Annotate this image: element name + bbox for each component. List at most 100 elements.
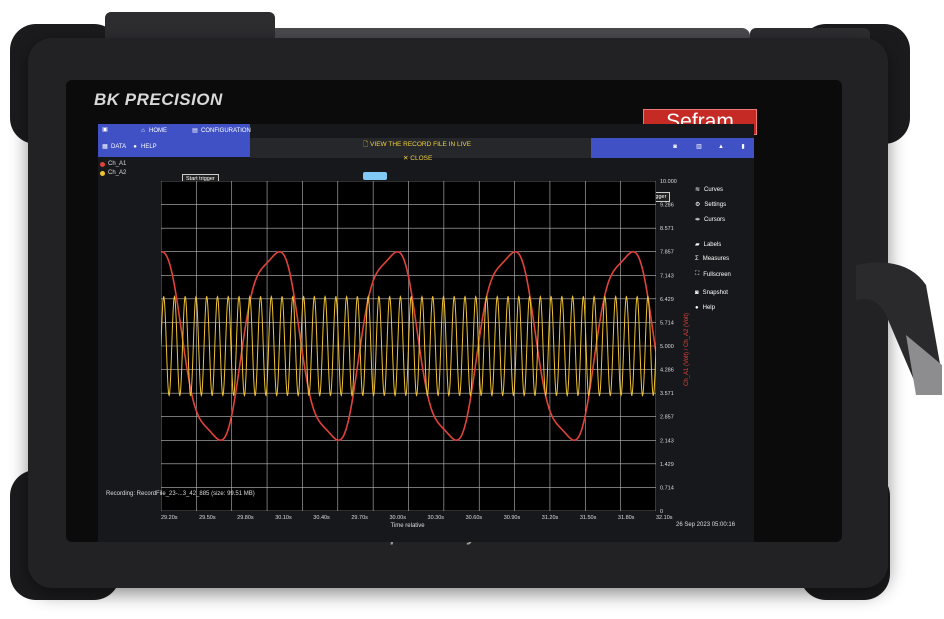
x-tick-label: 31.20s (542, 515, 559, 521)
x-tick-label: 30.10s (275, 515, 292, 521)
y-tick-label: 3.571 (660, 391, 674, 397)
top-message-bar (250, 138, 591, 158)
help-icon: ● (695, 305, 699, 311)
grid-icon: ▣ (102, 127, 108, 133)
y-axis-label: Ch_A1 (Volt) / Ch_A2 (Volt) (684, 313, 690, 386)
x-tick-label: 29.80s (237, 515, 254, 521)
close-label: CLOSE (410, 155, 433, 162)
config-icon: ▤ (192, 128, 198, 134)
home-button[interactable]: ⌂ HOME (140, 128, 167, 134)
y-tick-label: 9.286 (660, 203, 674, 209)
ch-a1-label: Ch_A1 (108, 161, 127, 167)
side-menu-label: Measures (702, 256, 730, 262)
curves-icon: ≋ (695, 187, 701, 193)
sigma-icon: Σ (695, 256, 699, 262)
fullscreen-icon: ⛶ (695, 271, 700, 277)
top-nav-left (98, 124, 250, 157)
waveform-plot[interactable] (160, 180, 657, 512)
home-label: HOME (149, 128, 167, 134)
x-tick-label: 29.50s (199, 515, 216, 521)
home-icon: ⌂ (141, 128, 145, 134)
waveform-chart (160, 180, 657, 512)
close-button[interactable]: ✕ CLOSE (403, 155, 433, 162)
ch-a1-dot (100, 161, 105, 167)
y-tick-label: 0 (660, 509, 663, 515)
book-icon: ▥ (696, 144, 702, 150)
x-tick-label: 30.90s (504, 515, 521, 521)
side-menu-label: Help (702, 305, 715, 311)
side-menu-snapshot[interactable]: ◙ Snapshot (695, 290, 728, 296)
label-icon: ▰ (695, 242, 700, 248)
camera-button[interactable]: ◙ (672, 144, 678, 150)
x-tick-label: 29.70s (351, 515, 368, 521)
lock-icon: ▲ (718, 144, 724, 150)
gear-icon: ⚙ (695, 202, 701, 208)
channel-item-a1[interactable]: Ch_A1 (100, 161, 126, 167)
y-tick-label: 10.000 (660, 179, 677, 185)
x-tick-label: 32.10s (656, 515, 673, 521)
data-label: DATA (111, 144, 127, 150)
side-menu-label: Curves (704, 186, 724, 193)
help-button[interactable]: ● HELP (132, 144, 157, 150)
data-icon: ▦ (102, 144, 108, 150)
side-menu-curves[interactable]: ≋ Curves (695, 186, 724, 194)
side-menu-fullscreen[interactable]: ⛶ Fullscreen (695, 271, 731, 278)
y-tick-label: 1.429 (660, 462, 674, 468)
battery-icon: ▮ (741, 144, 745, 150)
y-tick-label: 2.143 (660, 438, 674, 444)
datetime: 26 Sep 2023 05:00:16 (676, 522, 736, 528)
side-menu-labels[interactable]: ▰ Labels (695, 241, 722, 249)
book-button[interactable]: ▥ (696, 144, 702, 150)
y-tick-label: 7.857 (660, 250, 674, 256)
configuration-button[interactable]: ▤ CONFIGURATION (192, 128, 251, 134)
y-tick-label: 8.571 (660, 226, 674, 232)
series-line-ch-a2 (160, 294, 657, 398)
screen: ▣ ⌂ HOME ▤ CONFIGURATION ▦ DATA ● HELP 🗋 VIE… (98, 124, 754, 542)
series-line-ch-a1 (160, 250, 657, 442)
recording-status: Recording: RecordFile_23-...3_42_885 (si… (106, 491, 255, 497)
camera-icon: ◙ (673, 144, 677, 150)
channel-item-a2[interactable]: Ch_A2 (100, 170, 126, 176)
side-menu-help[interactable]: ● Help (695, 305, 715, 311)
side-menu-label: Settings (704, 201, 727, 208)
side-menu-label: Snapshot (702, 290, 728, 296)
side-handle (856, 262, 942, 395)
data-button[interactable]: ▦ DATA (102, 144, 126, 150)
help-label: HELP (141, 144, 157, 150)
camera-icon: ◙ (695, 290, 699, 296)
top-left-clamp (105, 12, 275, 42)
side-menu-label: Labels (703, 241, 722, 248)
y-tick-label: 6.429 (660, 297, 674, 303)
x-tick-label: 30.40s (313, 515, 330, 521)
x-tick-label: 31.80s (618, 515, 635, 521)
side-menu-measures[interactable]: Σ Measures (695, 256, 729, 262)
y-tick-label: 7.143 (660, 273, 674, 279)
ch-a2-dot (100, 170, 105, 176)
cursors-icon: ⇹ (695, 217, 701, 223)
brand-logo: BK PRECISION (94, 90, 223, 109)
x-tick-label: 30.60s (466, 515, 483, 521)
view-record-text: VIEW THE RECORD FILE IN LIVE (370, 141, 472, 148)
y-tick-label: 5.000 (660, 344, 674, 350)
x-tick-label: 31.50s (580, 515, 597, 521)
battery-button[interactable]: ▮ (740, 144, 746, 150)
trigger-handle[interactable] (363, 172, 387, 180)
x-tick-label: 30.00s (389, 515, 406, 521)
side-menu-cursors[interactable]: ⇹ Cursors (695, 216, 726, 224)
side-menu-label: Cursors (704, 216, 726, 223)
x-axis-label: Time relative (391, 523, 426, 529)
configuration-label: CONFIGURATION (201, 128, 251, 134)
x-tick-label: 29.20s (161, 515, 178, 521)
side-menu-settings[interactable]: ⚙ Settings (695, 201, 727, 209)
y-tick-label: 5.714 (660, 320, 674, 326)
lock-button[interactable]: ▲ (718, 144, 724, 150)
grid-menu-button[interactable]: ▣ (102, 127, 108, 133)
top-nav-right (591, 138, 754, 158)
y-tick-label: 4.286 (660, 368, 674, 374)
help-icon: ● (133, 144, 137, 150)
y-tick-label: 2.857 (660, 415, 674, 421)
x-tick-label: 30.30s (428, 515, 445, 521)
ch-a2-label: Ch_A2 (108, 170, 127, 176)
y-tick-label: 0.714 (660, 485, 674, 491)
view-record-link[interactable]: 🗋 VIEW THE RECORD FILE IN LIVE (363, 141, 472, 148)
